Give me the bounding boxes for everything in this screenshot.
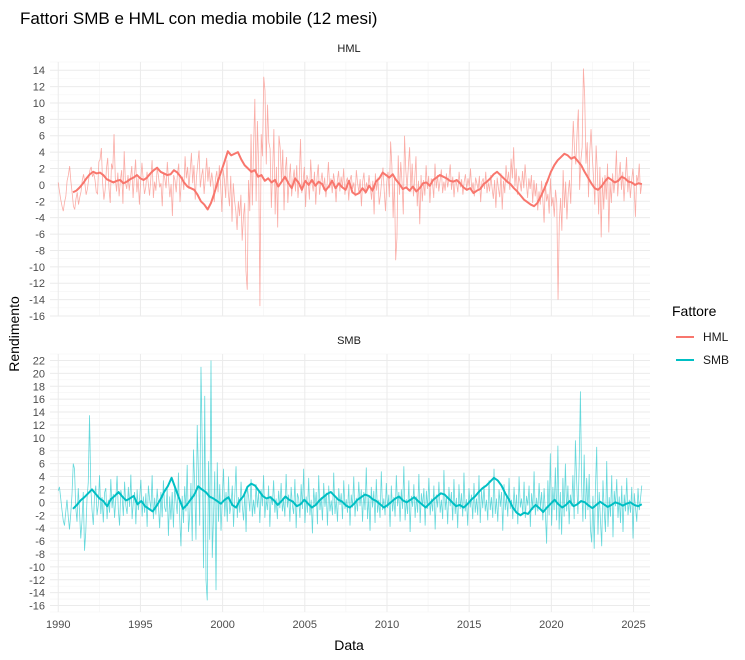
y-tick-label: 0: [39, 497, 45, 509]
y-tick-label: -12: [29, 278, 45, 290]
y-tick-label: -4: [35, 523, 45, 535]
strip-label-smb: SMB: [337, 335, 361, 347]
y-tick-label: -12: [29, 575, 45, 587]
y-tick-label: 22: [33, 355, 45, 367]
y-tick-label: -2: [35, 196, 45, 208]
grid-hml: [50, 61, 650, 317]
y-tick-label: 14: [33, 65, 45, 77]
series-line-ma-hml: [72, 150, 643, 211]
y-tick-label: 4: [39, 472, 45, 484]
y-tick-label: 2: [39, 164, 45, 176]
strip-label-hml: HML: [337, 43, 360, 55]
x-axis-title: Data: [334, 637, 364, 653]
y-tick-label: -8: [35, 245, 45, 257]
x-tick-label: 2000: [210, 619, 234, 631]
y-tick-label: 12: [33, 420, 45, 432]
series-smb: [57, 360, 643, 601]
y-tick-label: 2: [39, 484, 45, 496]
y-axis-title: Rendimento: [6, 296, 22, 372]
yticks-hml: -16 -14 -12 -10 -8 -6 -4 -2 0 2 4 6 8 10 12 14: [29, 65, 45, 323]
panel-smb: SMB -16-14-12-10-8-6-4-20246810121416182…: [29, 335, 650, 613]
x-tick-label: 2015: [457, 619, 481, 631]
y-tick-label: -6: [35, 536, 45, 548]
series-line-monthly-hml: [57, 68, 643, 307]
y-tick-label: -4: [35, 213, 45, 225]
chart-title: Fattori SMB e HML con media mobile (12 m…: [20, 9, 377, 28]
x-tick-label: 1995: [128, 619, 152, 631]
series-hml: [57, 68, 643, 307]
legend-title: Fattore: [672, 303, 717, 319]
legend-entries: HML SMB: [676, 330, 729, 367]
series-line-ma-smb: [72, 476, 643, 517]
panel-hml: HML -16 -14 -12 -10 -8 -6 -4 -2 0 2 4 6 8 10 12 14: [29, 43, 650, 323]
x-tick-label: 1990: [46, 619, 70, 631]
y-tick-label: 6: [39, 459, 45, 471]
x-axis-ticks: 1990 1995 2000 2005 2010 2015 2020 2025: [46, 619, 646, 631]
y-tick-label: 6: [39, 131, 45, 143]
series-line-monthly-smb: [57, 360, 643, 601]
grid-smb: [50, 353, 650, 613]
y-tick-label: -8: [35, 549, 45, 561]
y-tick-label: 8: [39, 114, 45, 126]
y-tick-label: 8: [39, 446, 45, 458]
y-tick-label: -6: [35, 229, 45, 241]
y-tick-label: 10: [33, 98, 45, 110]
legend-label-hml: HML: [703, 330, 729, 344]
x-tick-label: 2020: [539, 619, 563, 631]
y-tick-label: -14: [29, 588, 45, 600]
y-tick-label: 10: [33, 433, 45, 445]
y-tick-label: 12: [33, 82, 45, 94]
x-tick-label: 2025: [621, 619, 645, 631]
x-tick-label: 2010: [375, 619, 399, 631]
y-tick-label: 0: [39, 180, 45, 192]
x-tick-label: 2005: [293, 619, 317, 631]
y-tick-label: -14: [29, 295, 45, 307]
legend-label-smb: SMB: [703, 353, 729, 367]
y-tick-label: 16: [33, 394, 45, 406]
y-tick-label: 18: [33, 381, 45, 393]
y-tick-label: 4: [39, 147, 45, 159]
y-tick-label: -10: [29, 262, 45, 274]
y-tick-label: 20: [33, 368, 45, 380]
y-tick-label: -16: [29, 601, 45, 613]
y-tick-label: -2: [35, 510, 45, 522]
legend: Fattore HML SMB: [672, 303, 729, 367]
y-tick-label: 14: [33, 407, 45, 419]
y-tick-label: -10: [29, 562, 45, 574]
y-tick-label: -16: [29, 311, 45, 323]
